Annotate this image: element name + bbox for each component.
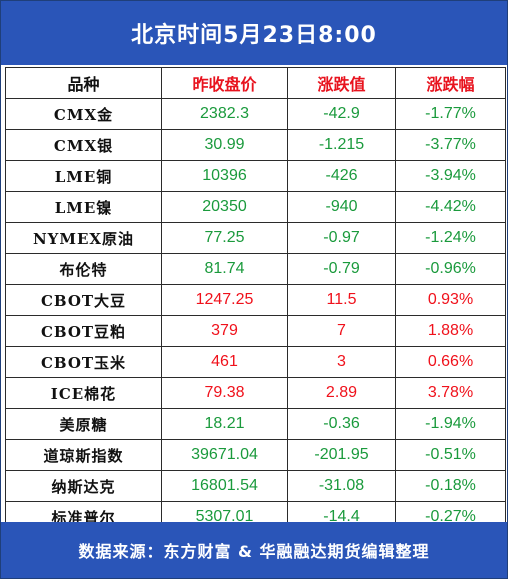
change-value: 7 (287, 315, 396, 347)
table-row: 美原糖 18.21 -0.36 -1.94% (5, 408, 506, 440)
change-pct-value: -3.94% (395, 160, 506, 192)
table-row: 布伦特 81.74 -0.79 -0.96% (5, 253, 506, 285)
table-row: 道琼斯指数 39671.04 -201.95 -0.51% (5, 439, 506, 471)
prev-close-value: 10396 (161, 160, 288, 192)
table-row: CMX银 30.99 -1.215 -3.77% (5, 129, 506, 161)
table-header-row: 品种 昨收盘价 涨跌值 涨跌幅 (5, 67, 506, 99)
table-row: CBOT大豆 1247.25 11.5 0.93% (5, 284, 506, 316)
table-row: CBOT豆粕 379 7 1.88% (5, 315, 506, 347)
column-header-change-pct: 涨跌幅 (395, 67, 506, 99)
commodity-name: CMX金 (5, 98, 162, 130)
prev-close-value: 79.38 (161, 377, 288, 409)
source-note: 数据来源：东方财富 & 华融融达期货编辑整理 (1, 522, 507, 578)
change-pct-value: 1.88% (395, 315, 506, 347)
commodity-name: CBOT大豆 (5, 284, 162, 316)
table-row: ICE棉花 79.38 2.89 3.78% (5, 377, 506, 409)
change-value: 2.89 (287, 377, 396, 409)
change-value: -0.36 (287, 408, 396, 440)
table-row: CMX金 2382.3 -42.9 -1.77% (5, 98, 506, 130)
change-value: -31.08 (287, 470, 396, 502)
commodity-name: ICE棉花 (5, 377, 162, 409)
change-value: -426 (287, 160, 396, 192)
commodity-name: NYMEX原油 (5, 222, 162, 254)
commodity-name: CMX银 (5, 129, 162, 161)
commodity-name: CBOT豆粕 (5, 315, 162, 347)
table-row: 纳斯达克 16801.54 -31.08 -0.18% (5, 470, 506, 502)
prev-close-value: 77.25 (161, 222, 288, 254)
change-value: 3 (287, 346, 396, 378)
table-row: CBOT玉米 461 3 0.66% (5, 346, 506, 378)
commodity-name: CBOT玉米 (5, 346, 162, 378)
change-pct-value: 0.66% (395, 346, 506, 378)
change-value: -1.215 (287, 129, 396, 161)
commodity-name: LME铜 (5, 160, 162, 192)
change-pct-value: -1.94% (395, 408, 506, 440)
prev-close-value: 16801.54 (161, 470, 288, 502)
change-pct-value: -0.96% (395, 253, 506, 285)
change-pct-value: -3.77% (395, 129, 506, 161)
table-row: LME铜 10396 -426 -3.94% (5, 160, 506, 192)
commodity-name: 道琼斯指数 (5, 439, 162, 471)
column-header-change: 涨跌值 (287, 67, 396, 99)
table-row: LME镍 20350 -940 -4.42% (5, 191, 506, 223)
change-pct-value: -4.42% (395, 191, 506, 223)
change-value: -201.95 (287, 439, 396, 471)
change-value: -0.79 (287, 253, 396, 285)
prev-close-value: 39671.04 (161, 439, 288, 471)
column-header-name: 品种 (5, 67, 162, 99)
page-title: 北京时间5月23日8:00 (1, 1, 507, 65)
change-value: -42.9 (287, 98, 396, 130)
prev-close-value: 1247.25 (161, 284, 288, 316)
change-value: -940 (287, 191, 396, 223)
column-header-prev-close: 昨收盘价 (161, 67, 288, 99)
commodity-name: 布伦特 (5, 253, 162, 285)
change-pct-value: -1.24% (395, 222, 506, 254)
prev-close-value: 461 (161, 346, 288, 378)
change-pct-value: -0.51% (395, 439, 506, 471)
change-pct-value: 0.93% (395, 284, 506, 316)
change-value: -0.97 (287, 222, 396, 254)
table-row: NYMEX原油 77.25 -0.97 -1.24% (5, 222, 506, 254)
commodity-name: LME镍 (5, 191, 162, 223)
prev-close-value: 2382.3 (161, 98, 288, 130)
prev-close-value: 30.99 (161, 129, 288, 161)
change-pct-value: 3.78% (395, 377, 506, 409)
prev-close-value: 81.74 (161, 253, 288, 285)
change-value: 11.5 (287, 284, 396, 316)
prev-close-value: 379 (161, 315, 288, 347)
commodity-name: 美原糖 (5, 408, 162, 440)
prev-close-value: 20350 (161, 191, 288, 223)
prev-close-value: 18.21 (161, 408, 288, 440)
quote-table: 品种 昨收盘价 涨跌值 涨跌幅 CMX金 2382.3 -42.9 -1.77% CMX… (5, 67, 506, 564)
commodity-name: 纳斯达克 (5, 470, 162, 502)
change-pct-value: -0.18% (395, 470, 506, 502)
change-pct-value: -1.77% (395, 98, 506, 130)
